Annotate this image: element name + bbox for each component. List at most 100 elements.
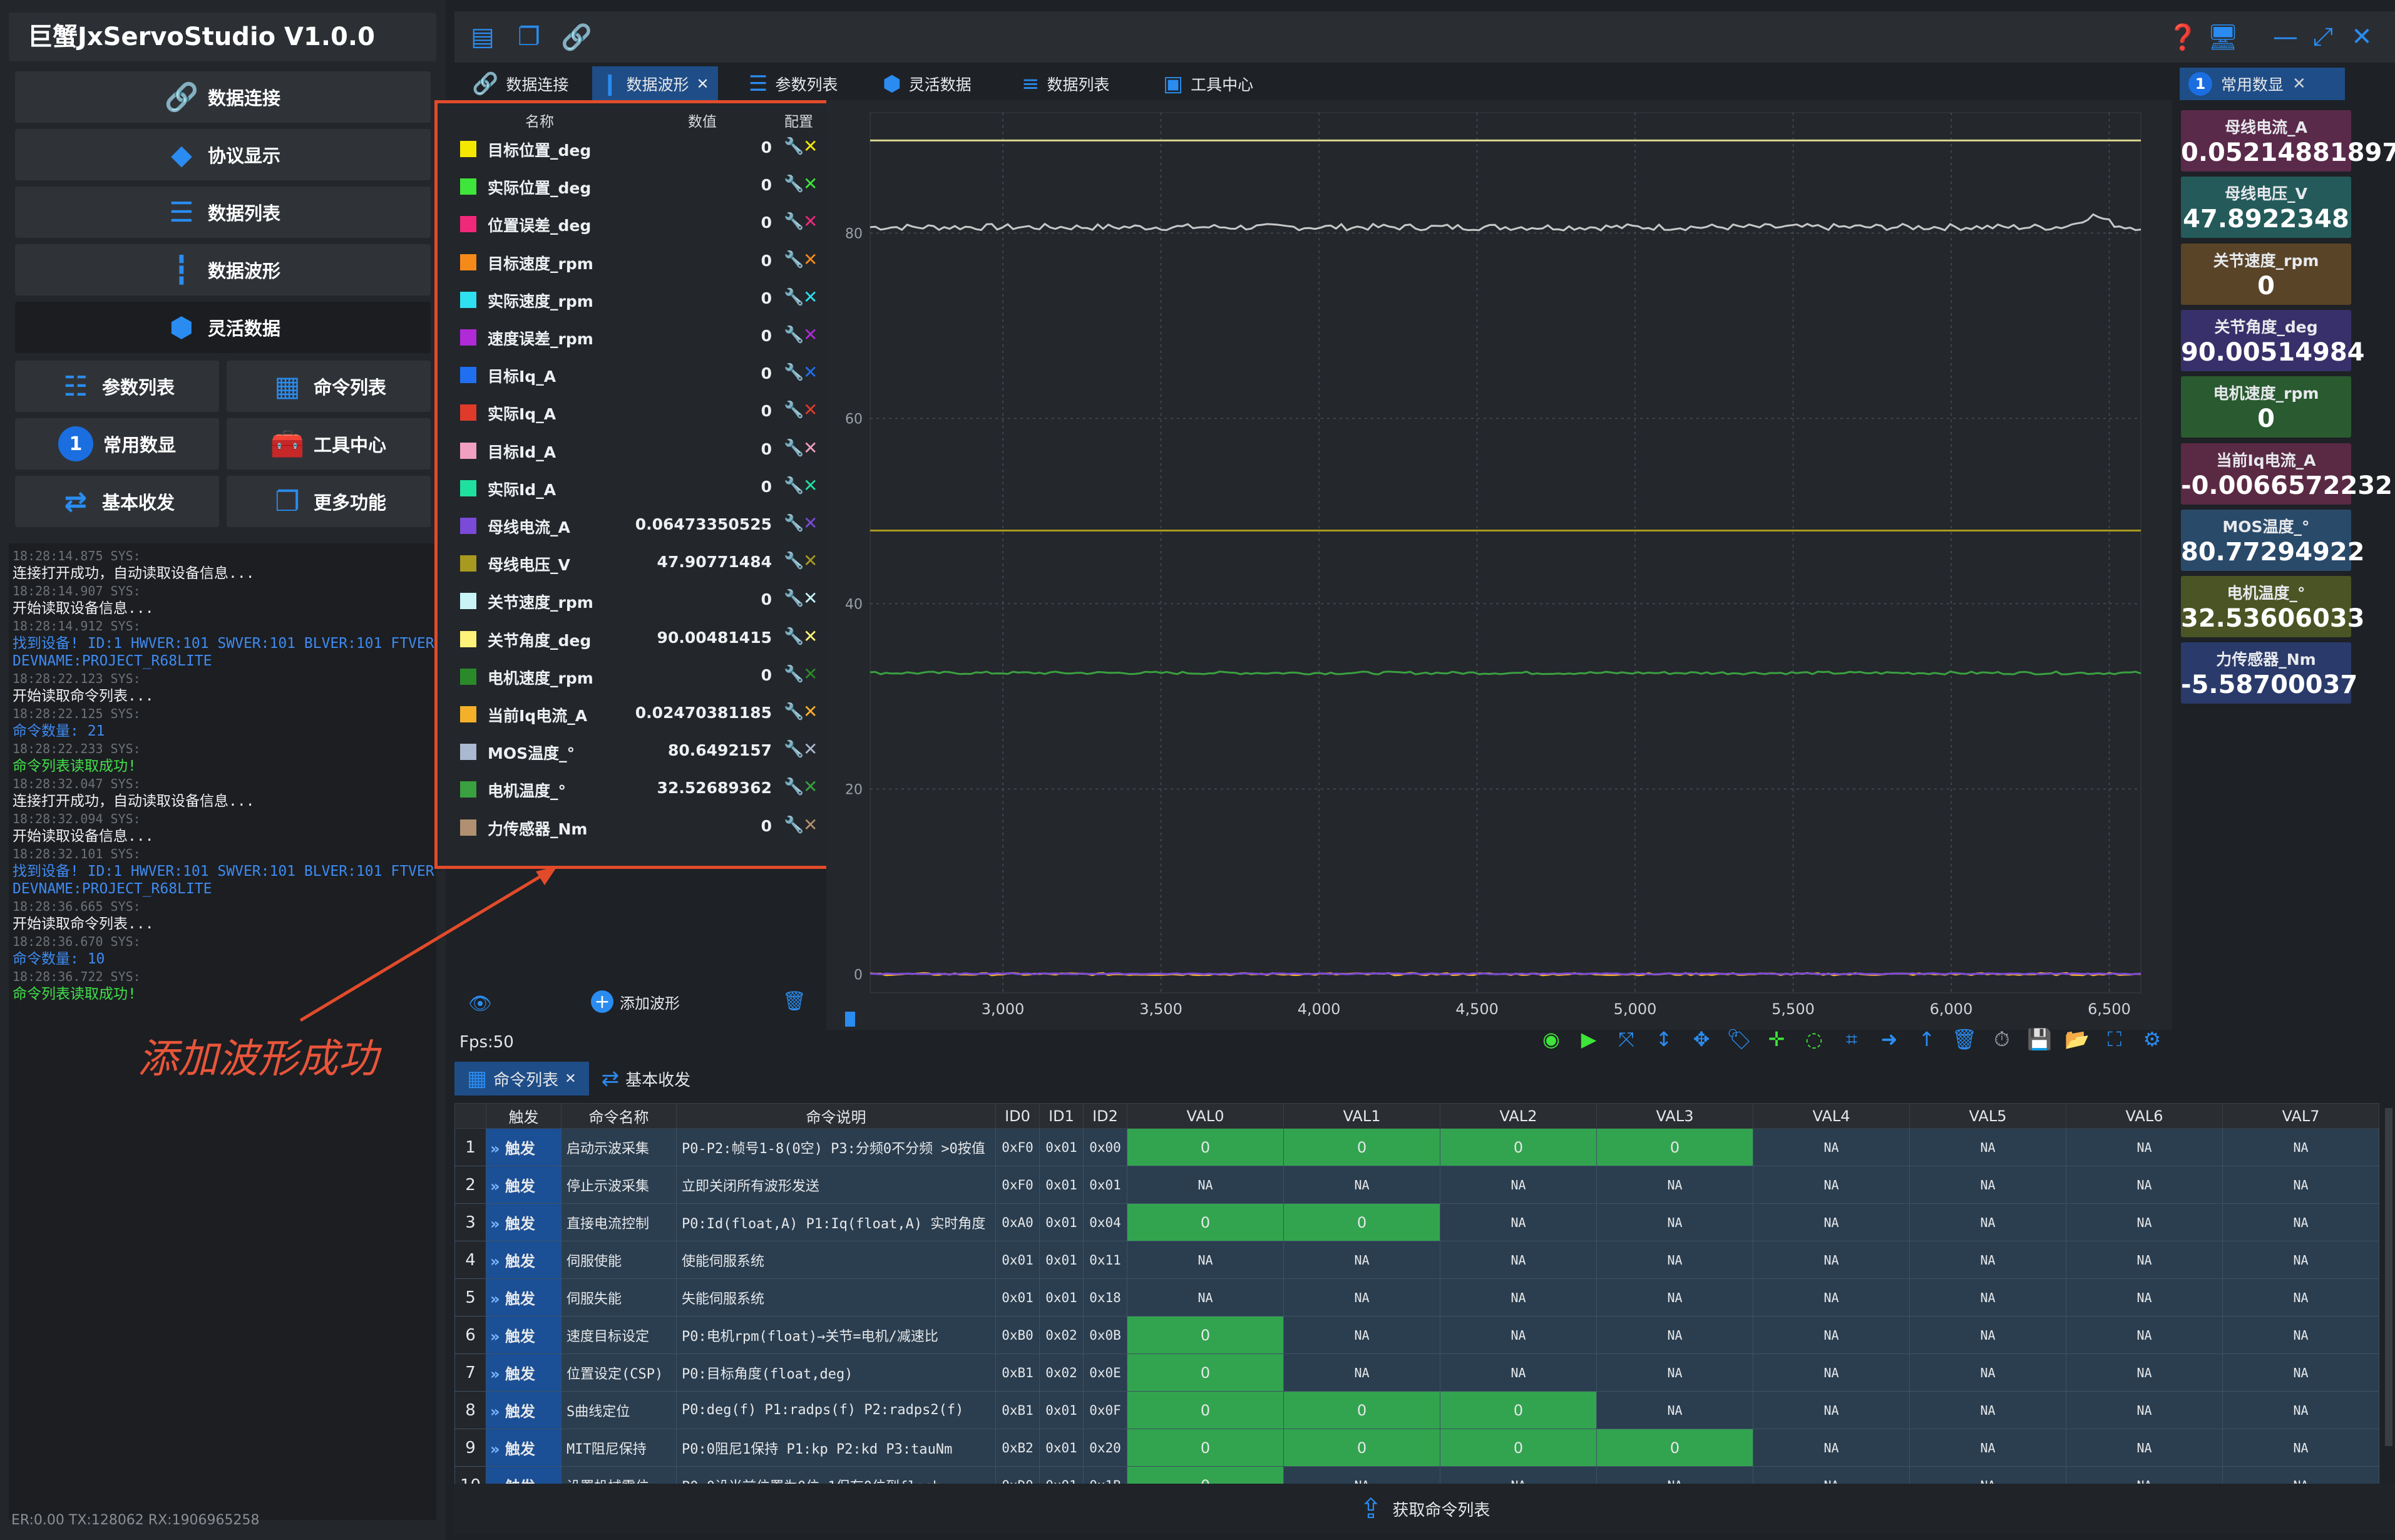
- value-cell[interactable]: NA: [1596, 1353, 1753, 1392]
- value-cell[interactable]: NA: [1596, 1241, 1753, 1279]
- tab-2[interactable]: ☰ 参数列表: [740, 66, 847, 101]
- wrench-icon[interactable]: 🔧: [784, 250, 804, 269]
- crop-icon[interactable]: ⌗: [1845, 1027, 1858, 1051]
- remove-icon[interactable]: ✕: [803, 437, 818, 458]
- value-cell[interactable]: NA: [1127, 1166, 1284, 1204]
- wrench-icon[interactable]: 🔧: [784, 401, 804, 420]
- value-cell[interactable]: NA: [1909, 1316, 2066, 1354]
- close-icon[interactable]: ✕: [565, 1070, 577, 1087]
- channel-row[interactable]: 电机温度_° 32.52689362 🔧 ✕: [438, 770, 828, 808]
- value-cell[interactable]: NA: [1909, 1278, 2066, 1317]
- trigger-button[interactable]: » 触发: [486, 1353, 562, 1392]
- fit-icon[interactable]: ⤧: [1618, 1027, 1634, 1051]
- remove-icon[interactable]: ✕: [803, 324, 818, 345]
- value-cell[interactable]: NA: [1440, 1166, 1597, 1204]
- channel-color-swatch[interactable]: [460, 178, 476, 195]
- value-cell[interactable]: NA: [2222, 1166, 2379, 1204]
- channel-row[interactable]: 速度误差_rpm 0 🔧 ✕: [438, 318, 828, 356]
- wrench-icon[interactable]: 🔧: [784, 815, 804, 834]
- channel-row[interactable]: 电机速度_rpm 0 🔧 ✕: [438, 657, 828, 695]
- link-icon[interactable]: 🔗: [561, 23, 592, 52]
- value-cell[interactable]: 0: [1127, 1203, 1284, 1241]
- value-cell[interactable]: 0: [1596, 1429, 1753, 1467]
- channel-color-swatch[interactable]: [460, 744, 476, 761]
- value-cell[interactable]: NA: [1753, 1203, 1910, 1241]
- remove-icon[interactable]: ✕: [803, 513, 818, 533]
- value-cell[interactable]: NA: [2222, 1316, 2379, 1354]
- channel-color-swatch[interactable]: [460, 442, 476, 459]
- wrench-icon[interactable]: 🔧: [784, 326, 804, 344]
- wrench-icon[interactable]: 🔧: [784, 589, 804, 608]
- channel-color-swatch[interactable]: [460, 254, 476, 270]
- value-cell[interactable]: NA: [2066, 1391, 2223, 1429]
- nav-tools-button[interactable]: 🧰 工具中心: [227, 418, 431, 470]
- trigger-button[interactable]: » 触发: [486, 1316, 562, 1354]
- value-cell[interactable]: NA: [1596, 1166, 1753, 1204]
- bottom-tab-1[interactable]: ⇄ 基本收发: [589, 1062, 704, 1096]
- value-cell[interactable]: NA: [1909, 1353, 2066, 1392]
- value-cell[interactable]: NA: [1753, 1429, 1910, 1467]
- channel-row[interactable]: 关节角度_deg 90.00481415 🔧 ✕: [438, 620, 828, 657]
- value-cell[interactable]: NA: [1440, 1278, 1597, 1317]
- clock-icon[interactable]: ⏱: [1994, 1027, 2010, 1051]
- nav-more-button[interactable]: ❐ 更多功能: [227, 476, 431, 527]
- channel-row[interactable]: 目标速度_rpm 0 🔧 ✕: [438, 243, 828, 280]
- chart-svg[interactable]: 3,000 3,500 4,000 4,500 5,000 5,500 6,000 6,500…: [833, 106, 2166, 1027]
- value-cell[interactable]: NA: [1283, 1166, 1440, 1204]
- value-cell[interactable]: NA: [1909, 1241, 2066, 1279]
- wrench-icon[interactable]: 🔧: [784, 552, 804, 571]
- value-cell[interactable]: 0: [1127, 1353, 1284, 1392]
- channel-color-swatch[interactable]: [460, 593, 476, 610]
- value-cell[interactable]: 0: [1283, 1128, 1440, 1166]
- value-cell[interactable]: NA: [1127, 1241, 1284, 1279]
- wrench-icon[interactable]: 🔧: [784, 175, 804, 194]
- remove-icon[interactable]: ✕: [803, 211, 818, 232]
- trigger-button[interactable]: » 触发: [486, 1203, 562, 1241]
- monitor-icon[interactable]: 🖥: [2207, 23, 2239, 52]
- value-cell[interactable]: NA: [1596, 1203, 1753, 1241]
- channel-row[interactable]: 实际Iq_A 0 🔧 ✕: [438, 393, 828, 431]
- nav-connect-button[interactable]: 🔗 数据连接: [15, 71, 431, 123]
- value-cell[interactable]: NA: [1753, 1391, 1910, 1429]
- value-cell[interactable]: NA: [1596, 1278, 1753, 1317]
- value-cell[interactable]: NA: [1753, 1128, 1910, 1166]
- value-cell[interactable]: NA: [2066, 1166, 2223, 1204]
- tab-common-display[interactable]: 1 常用数显 ✕: [2180, 68, 2345, 100]
- value-cell[interactable]: NA: [2222, 1391, 2379, 1429]
- wrench-icon[interactable]: 🔧: [784, 627, 804, 646]
- remove-icon[interactable]: ✕: [803, 625, 818, 647]
- crosshair-icon[interactable]: ✥: [1693, 1027, 1710, 1051]
- value-cell[interactable]: 0: [1127, 1391, 1284, 1429]
- value-cell[interactable]: 0: [1127, 1429, 1284, 1467]
- channel-row[interactable]: 目标位置_deg 0 🔧 ✕: [438, 130, 828, 167]
- tab-4[interactable]: ≡ 数据列表: [1013, 66, 1119, 101]
- value-cell[interactable]: NA: [2222, 1353, 2379, 1392]
- value-cell[interactable]: NA: [2222, 1128, 2379, 1166]
- settings-icon[interactable]: ⚙: [2143, 1027, 2162, 1051]
- tab-5[interactable]: ▣ 工具中心: [1154, 66, 1262, 101]
- remove-icon[interactable]: ✕: [803, 173, 818, 195]
- tab-1[interactable]: ❙ 数据波形 ✕: [592, 66, 718, 101]
- channel-row[interactable]: MOS温度_° 80.6492157 🔧 ✕: [438, 732, 828, 770]
- nav-basic-button[interactable]: ⇄ 基本收发: [15, 476, 219, 527]
- save-icon[interactable]: 💾: [2027, 1027, 2052, 1051]
- channel-color-swatch[interactable]: [460, 518, 476, 534]
- channel-row[interactable]: 当前Iq电流_A 0.02470381185 🔧 ✕: [438, 695, 828, 732]
- channel-row[interactable]: 实际Id_A 0 🔧 ✕: [438, 469, 828, 506]
- wrench-icon[interactable]: 🔧: [784, 438, 804, 458]
- value-cell[interactable]: NA: [1753, 1353, 1910, 1392]
- screenshot-icon[interactable]: ⛶: [2107, 1027, 2122, 1051]
- trigger-button[interactable]: » 触发: [486, 1128, 562, 1166]
- value-cell[interactable]: 0: [1127, 1128, 1284, 1166]
- wrench-icon[interactable]: 🔧: [784, 514, 804, 533]
- help-icon[interactable]: ❓: [2167, 23, 2198, 52]
- nav-common-button[interactable]: 1 常用数显: [15, 418, 219, 470]
- remove-icon[interactable]: ✕: [803, 663, 818, 684]
- value-cell[interactable]: NA: [2066, 1128, 2223, 1166]
- nav-flex-button[interactable]: ⬢ 灵活数据: [15, 302, 431, 353]
- tab-0[interactable]: 🔗 数据连接: [463, 66, 577, 101]
- value-cell[interactable]: NA: [2066, 1316, 2223, 1354]
- channel-row[interactable]: 目标Iq_A 0 🔧 ✕: [438, 356, 828, 393]
- channel-color-swatch[interactable]: [460, 329, 476, 346]
- toggle-icon[interactable]: ◉: [1542, 1027, 1560, 1051]
